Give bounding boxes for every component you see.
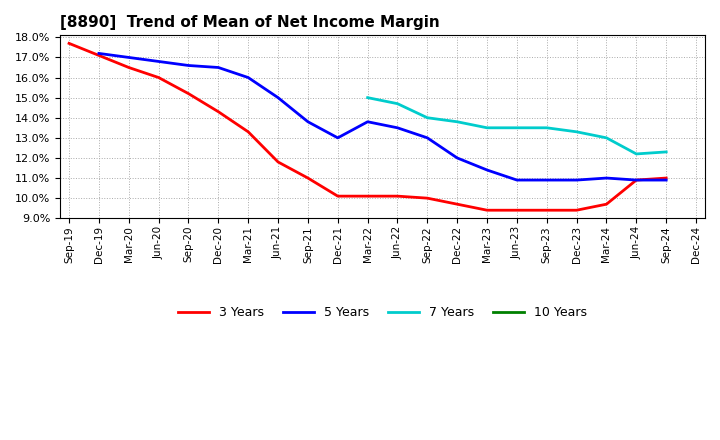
3 Years bbox=[602, 202, 611, 207]
7 Years bbox=[632, 151, 641, 157]
7 Years bbox=[364, 95, 372, 100]
7 Years bbox=[482, 125, 491, 130]
5 Years bbox=[542, 177, 551, 183]
3 Years bbox=[94, 53, 103, 58]
3 Years bbox=[125, 65, 133, 70]
7 Years bbox=[602, 135, 611, 140]
7 Years bbox=[453, 119, 462, 125]
5 Years bbox=[333, 135, 342, 140]
5 Years bbox=[154, 59, 163, 64]
Legend: 3 Years, 5 Years, 7 Years, 10 Years: 3 Years, 5 Years, 7 Years, 10 Years bbox=[173, 301, 593, 324]
3 Years bbox=[542, 208, 551, 213]
5 Years bbox=[453, 155, 462, 161]
3 Years bbox=[274, 159, 282, 165]
5 Years bbox=[244, 75, 253, 80]
7 Years bbox=[662, 149, 670, 154]
3 Years bbox=[244, 129, 253, 135]
7 Years bbox=[572, 129, 581, 135]
Text: [8890]  Trend of Mean of Net Income Margin: [8890] Trend of Mean of Net Income Margi… bbox=[60, 15, 440, 30]
Line: 3 Years: 3 Years bbox=[69, 44, 666, 210]
7 Years bbox=[393, 101, 402, 106]
5 Years bbox=[214, 65, 222, 70]
7 Years bbox=[423, 115, 432, 121]
Line: 7 Years: 7 Years bbox=[368, 98, 666, 154]
5 Years bbox=[184, 63, 193, 68]
3 Years bbox=[65, 41, 73, 46]
3 Years bbox=[632, 177, 641, 183]
3 Years bbox=[154, 75, 163, 80]
5 Years bbox=[423, 135, 432, 140]
5 Years bbox=[662, 177, 670, 183]
5 Years bbox=[364, 119, 372, 125]
3 Years bbox=[572, 208, 581, 213]
3 Years bbox=[364, 194, 372, 199]
7 Years bbox=[542, 125, 551, 130]
5 Years bbox=[632, 177, 641, 183]
Line: 5 Years: 5 Years bbox=[99, 53, 666, 180]
5 Years bbox=[393, 125, 402, 130]
3 Years bbox=[214, 109, 222, 114]
3 Years bbox=[184, 91, 193, 96]
3 Years bbox=[393, 194, 402, 199]
5 Years bbox=[602, 176, 611, 181]
7 Years bbox=[513, 125, 521, 130]
3 Years bbox=[304, 176, 312, 181]
5 Years bbox=[125, 55, 133, 60]
5 Years bbox=[94, 51, 103, 56]
3 Years bbox=[453, 202, 462, 207]
3 Years bbox=[482, 208, 491, 213]
5 Years bbox=[513, 177, 521, 183]
5 Years bbox=[274, 95, 282, 100]
3 Years bbox=[333, 194, 342, 199]
5 Years bbox=[572, 177, 581, 183]
5 Years bbox=[482, 167, 491, 172]
3 Years bbox=[423, 195, 432, 201]
5 Years bbox=[304, 119, 312, 125]
3 Years bbox=[662, 176, 670, 181]
3 Years bbox=[513, 208, 521, 213]
